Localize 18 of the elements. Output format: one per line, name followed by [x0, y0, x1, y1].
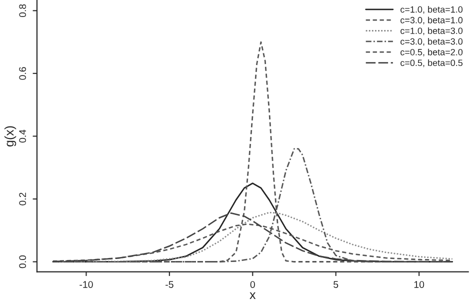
legend-label: c=0.5, beta=2.0: [400, 48, 463, 56]
y-tick-label: 0.8: [19, 4, 26, 18]
y-tick-label: 0.2: [19, 192, 26, 206]
y-tick-label: 0.0: [19, 255, 26, 268]
x-tick-label: 0: [250, 281, 255, 288]
x-tick-label: -10: [80, 281, 93, 288]
x-axis-title: x: [250, 292, 256, 299]
legend-label: c=1.0, beta=3.0: [400, 27, 463, 36]
x-tick-label: 5: [334, 281, 338, 288]
y-axis-title: g(x): [4, 126, 16, 146]
y-tick-label: 0.4: [19, 130, 26, 143]
legend-label: c=0.5, beta=0.5: [400, 59, 463, 68]
legend-label: c=1.0, beta=1.0: [400, 6, 463, 14]
legend-label: c=3.0, beta=1.0: [400, 16, 463, 24]
x-tick-label: 10: [414, 281, 424, 288]
y-tick-label: 0.6: [19, 67, 26, 80]
x-tick-label: -5: [166, 281, 174, 288]
legend-label: c=3.0, beta=3.0: [400, 38, 463, 46]
